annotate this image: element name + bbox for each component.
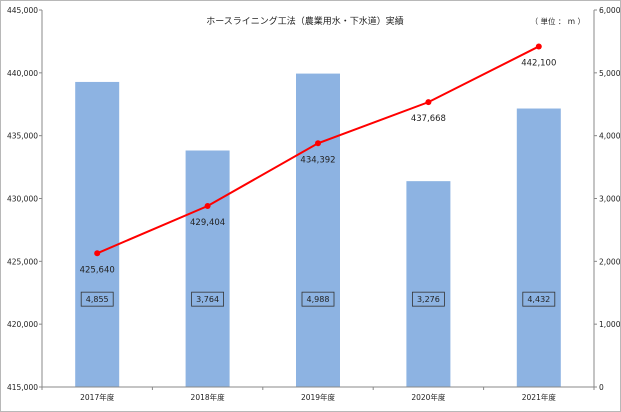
line-value-label: 429,404 (190, 218, 225, 228)
y-left-tick-label: 430,000 (7, 195, 38, 204)
bar-value-label: 4,855 (86, 295, 109, 304)
bar-2 (296, 73, 340, 387)
unit-label: （ 単位 ： m ） (531, 16, 585, 26)
data-labels: 425,640 429,404 434,392 437,668 442,100 4,855… (80, 58, 556, 307)
y-left-tick-label: 420,000 (7, 320, 38, 329)
line-value-label: 442,100 (521, 58, 556, 68)
line-series (94, 43, 542, 257)
x-tick-label: 2019年度 (301, 392, 336, 402)
y-right-tick-label: 4,000 (599, 132, 621, 141)
bar-value-box (191, 291, 225, 307)
line-value-label: 437,668 (411, 114, 446, 124)
x-tick-label: 2020年度 (411, 392, 446, 402)
chart-title: ホースライニング工法（農業用水・下水道）実績 (206, 15, 404, 27)
bar-4 (516, 108, 561, 387)
line-point-1 (204, 202, 211, 209)
y-right-tick-label: 2,000 (599, 257, 621, 266)
bar-value-box (301, 291, 335, 307)
line-point-0 (94, 250, 101, 257)
bar-value-label: 3,764 (196, 295, 219, 304)
y-right-tick-label: 6,000 (599, 6, 621, 15)
axes: 415,000 420,000 425,000 430,000 435,000 440,0… (7, 6, 621, 402)
y-left-tick-label: 440,000 (7, 69, 38, 78)
x-tick-label: 2017年度 (80, 392, 115, 402)
bar-value-label: 4,988 (307, 295, 330, 304)
line-point-3 (425, 99, 432, 106)
x-tick-label: 2018年度 (191, 392, 226, 402)
y-left-tick-label: 425,000 (7, 257, 38, 266)
bar-value-box (80, 291, 114, 307)
line-point-2 (315, 140, 321, 147)
bar-0 (75, 81, 120, 388)
bar-1 (185, 150, 230, 387)
line-value-label: 434,392 (300, 155, 335, 165)
bar-value-box (411, 291, 445, 307)
y-right-tick-label: 5,000 (599, 69, 621, 78)
y-left-tick-label: 415,000 (7, 383, 38, 392)
bar-3 (406, 181, 451, 387)
line-value-label: 425,640 (80, 265, 115, 275)
y-right-tick-label: 0 (599, 383, 604, 392)
y-left-tick-label: 435,000 (7, 132, 38, 141)
line-point-4 (535, 43, 542, 50)
bar-value-box (522, 291, 556, 307)
bar-series (75, 73, 561, 388)
y-right-tick-label: 1,000 (599, 320, 621, 329)
bar-value-label: 4,432 (527, 295, 550, 304)
bar-value-label: 3,276 (417, 295, 440, 304)
y-right-tick-label: 3,000 (599, 195, 621, 204)
y-left-tick-label: 445,000 (7, 6, 38, 15)
x-tick-label: 2021年度 (522, 392, 557, 402)
